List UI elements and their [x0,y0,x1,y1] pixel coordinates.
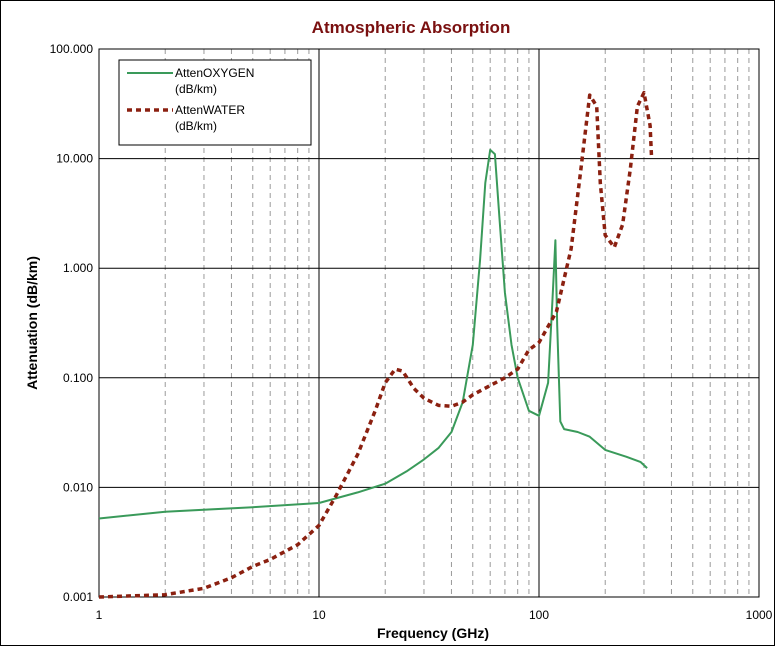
legend-label: AttenOXYGEN [175,66,254,80]
y-tick-label: 1.000 [63,261,93,275]
axis-layer: 1 10 100 1000 0.001 0.010 0.100 1.000 10.000 100.… [50,42,773,622]
x-axis-label: Frequency (GHz) [377,625,489,641]
x-tick-label: 1000 [746,608,773,622]
x-tick-label: 10 [312,608,326,622]
y-tick-label: 0.100 [63,371,93,385]
y-axis-label: Attenuation (dB/km) [24,256,40,390]
grid-layer [98,48,760,598]
x-tick-label: 100 [529,608,549,622]
y-tick-label: 0.001 [63,590,93,604]
legend-label: (dB/km) [175,82,217,96]
y-tick-label: 10.000 [56,152,93,166]
legend: AttenOXYGEN (dB/km) AttenWATER (dB/km) [118,59,312,146]
series-line-water [98,90,654,599]
y-tick-label: 0.010 [63,480,93,494]
series-line-oxygen [98,148,648,520]
plot-area-border [98,48,760,598]
legend-label: (dB/km) [175,119,217,133]
x-tick-label: 1 [96,608,103,622]
legend-label: AttenWATER [175,103,245,117]
y-tick-label: 100.000 [50,42,94,56]
series-layer [98,90,654,599]
legend-box [118,59,312,146]
chart-title: Atmospheric Absorption [312,18,511,37]
